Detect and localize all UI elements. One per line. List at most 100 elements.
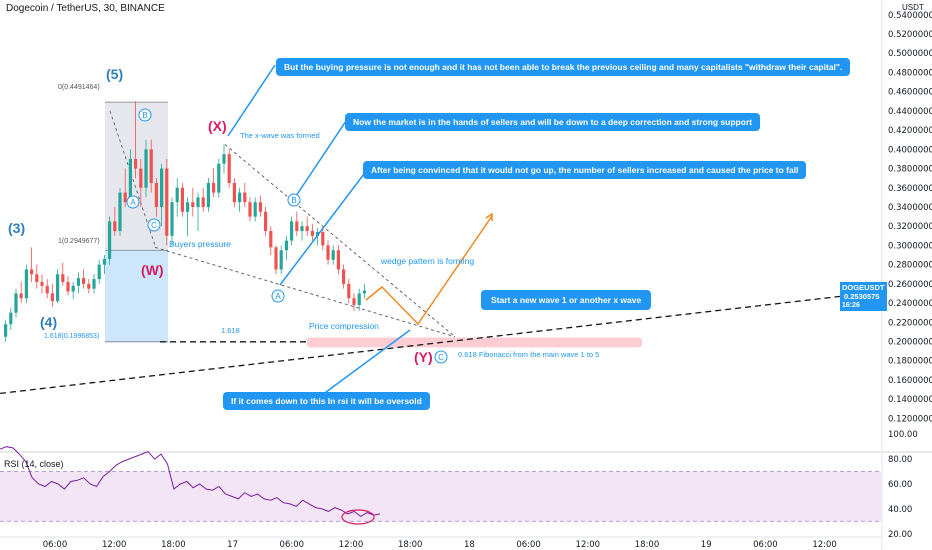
price-tick-label: 0.3600000 bbox=[888, 184, 932, 194]
wave-circle-marker bbox=[126, 195, 140, 209]
price-tag-price: 0.2530575 bbox=[844, 292, 880, 301]
candle-body bbox=[362, 290, 366, 294]
candle-body bbox=[326, 245, 330, 260]
candle-body bbox=[45, 285, 49, 294]
rsi-title: RSI (14, close) bbox=[4, 459, 64, 469]
candle-body bbox=[336, 250, 340, 270]
wave-circle-letter: B bbox=[291, 196, 296, 205]
callout-pointer bbox=[289, 120, 347, 206]
wave-circle-letter: C bbox=[151, 221, 157, 230]
rsi-line bbox=[0, 446, 381, 518]
rsi-band bbox=[0, 471, 882, 522]
time-tick-label: 19 bbox=[701, 540, 712, 550]
candle-body bbox=[97, 264, 101, 280]
wave-circle-letter: A bbox=[275, 292, 281, 301]
candle-body bbox=[14, 293, 18, 313]
time-tick-label: 06:00 bbox=[43, 540, 68, 550]
candle-body bbox=[108, 221, 112, 259]
price-tick-label: 0.5400000 bbox=[888, 11, 932, 21]
candle-body bbox=[258, 202, 262, 212]
wedge-top-line bbox=[224, 144, 456, 338]
time-tick-label: 12:00 bbox=[339, 540, 364, 550]
price-tick-label: 0.2800000 bbox=[888, 261, 932, 271]
wave-4-label: (4) bbox=[40, 314, 58, 330]
candle-body bbox=[165, 168, 169, 236]
rsi-tick-label: 100.00 bbox=[888, 430, 918, 440]
candle-body bbox=[248, 202, 252, 217]
price-tick-label: 0.3400000 bbox=[888, 203, 932, 213]
wave-circle-marker bbox=[271, 289, 285, 303]
price-tick-label: 0.2200000 bbox=[888, 318, 932, 328]
price-tick-label: 0.2400000 bbox=[888, 299, 932, 309]
annotation-wedge: wedge pattern is forming bbox=[381, 256, 475, 266]
rsi-tick-label: 40.00 bbox=[888, 505, 912, 515]
price-tick-label: 0.4600000 bbox=[888, 88, 932, 98]
candle-body bbox=[186, 202, 190, 212]
candle-body bbox=[175, 187, 179, 203]
wave-circle-letter: C bbox=[438, 353, 444, 362]
callout-buying-pressure: But the buying pressure is not enough an… bbox=[276, 58, 851, 76]
fib-target-zone bbox=[307, 337, 642, 348]
candle-body bbox=[300, 226, 304, 232]
candle-body bbox=[180, 187, 184, 212]
time-tick-label: 12:00 bbox=[812, 540, 837, 550]
time-tick-label: 18:00 bbox=[161, 540, 186, 550]
price-tick-label: 0.4200000 bbox=[888, 126, 932, 136]
wave-w-label: (W) bbox=[141, 262, 164, 278]
candle-body bbox=[284, 240, 288, 251]
candle-body bbox=[227, 154, 231, 183]
price-tag-time: 16:26 bbox=[842, 302, 860, 309]
candle-body bbox=[19, 293, 23, 299]
candle-body bbox=[196, 197, 200, 207]
wave-circle-marker bbox=[138, 108, 152, 122]
candle-body bbox=[92, 279, 96, 289]
currency-label: USDT bbox=[902, 3, 924, 12]
candle-body bbox=[212, 182, 216, 193]
callout-pointer bbox=[317, 329, 411, 399]
wave-circle-letter: A bbox=[130, 198, 136, 207]
wedge-bottom-line bbox=[154, 246, 456, 338]
time-tick-label: 18 bbox=[464, 540, 475, 550]
candle-body bbox=[217, 163, 221, 193]
wave-circle-marker bbox=[287, 193, 301, 207]
candle-body bbox=[342, 269, 346, 284]
price-tick-label: 0.1200000 bbox=[888, 414, 932, 424]
candle-body bbox=[316, 231, 320, 236]
rsi-oversold-marker bbox=[341, 509, 375, 525]
candle-body bbox=[102, 258, 106, 265]
time-tick-label: 17 bbox=[227, 540, 238, 550]
annotation-buyers-pressure: Buyers pressure bbox=[169, 239, 231, 249]
candle-body bbox=[253, 202, 257, 217]
price-tick-label: 0.2000000 bbox=[888, 338, 932, 348]
wave-circle-letter: B bbox=[142, 111, 147, 120]
price-tick-label: 0.1600000 bbox=[888, 376, 932, 386]
candle-body bbox=[87, 283, 91, 289]
candle-body bbox=[56, 274, 60, 302]
candle-body bbox=[274, 247, 278, 270]
candle-body bbox=[290, 221, 294, 241]
candle-body bbox=[76, 278, 80, 286]
candle-body bbox=[170, 202, 174, 236]
time-tick-label: 06:00 bbox=[280, 540, 305, 550]
callout-pointer bbox=[227, 64, 276, 137]
callout-pointer bbox=[279, 169, 368, 286]
fib-extension-box bbox=[105, 250, 168, 342]
candle-body bbox=[331, 250, 335, 260]
rsi-tick-label: 20.00 bbox=[888, 530, 912, 540]
candle-body bbox=[264, 211, 268, 232]
price-tag-symbol: DOGEUSDT bbox=[842, 283, 885, 292]
time-tick-label: 12:00 bbox=[576, 540, 601, 550]
rsi-tick-label: 60.00 bbox=[888, 480, 912, 490]
candle-body bbox=[35, 274, 39, 282]
candle-body bbox=[40, 281, 44, 286]
candle-body bbox=[160, 168, 164, 207]
annotation-fib-note: 0.618 Fibonacci from the main wave 1 to … bbox=[458, 350, 600, 359]
candle-body bbox=[61, 274, 65, 282]
candle-body bbox=[113, 221, 117, 232]
annotation-x-wave: The x-wave was formed bbox=[240, 131, 320, 140]
price-tick-label: 0.4000000 bbox=[888, 145, 932, 155]
wave-circle-marker bbox=[147, 218, 161, 232]
time-tick-label: 12:00 bbox=[102, 540, 127, 550]
candle-body bbox=[352, 298, 356, 306]
candle-body bbox=[149, 149, 153, 183]
